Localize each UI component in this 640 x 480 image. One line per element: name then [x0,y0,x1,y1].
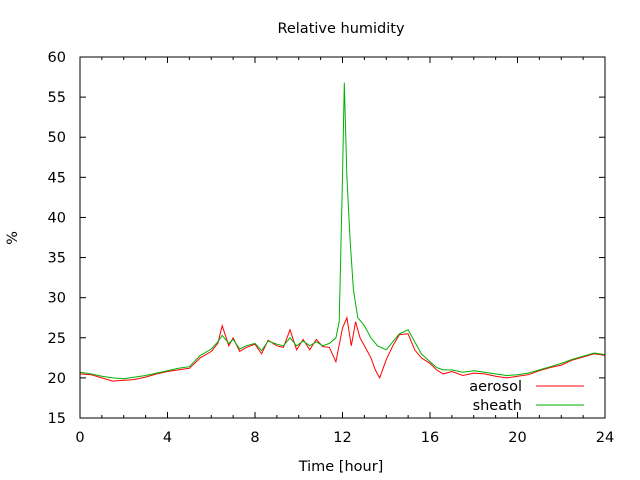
y-tick-label: 40 [48,210,66,226]
chart-title: Relative humidity [277,21,405,37]
series-line-sheath [79,82,606,380]
y-tick-label: 25 [48,331,66,347]
legend-label-sheath: sheath [473,398,522,414]
y-tick-label: 35 [48,251,66,267]
y-axis-label: % [5,231,21,245]
x-tick-label: 20 [508,430,526,446]
y-tick-label: 45 [48,170,66,186]
legend-label-aerosol: aerosol [469,379,522,395]
y-tick-label: 60 [48,50,66,66]
legend: aerosol sheath [469,379,584,414]
x-tick-label: 4 [163,430,172,446]
y-tick-label: 15 [48,411,66,427]
x-tick-label: 0 [75,430,84,446]
x-tick-label: 12 [333,430,351,446]
axis-ticks: 0 4 8 12 16 20 24 15 20 25 30 35 40 45 50 55 60 [48,50,615,446]
y-tick-label: 55 [48,90,66,106]
series-layer [79,82,606,382]
y-tick-label: 50 [48,130,66,146]
y-tick-label: 30 [48,291,66,307]
y-tick-label: 20 [48,371,66,387]
plot-frame [79,56,606,419]
series-line-aerosol [79,315,606,382]
x-tick-label: 24 [596,430,614,446]
x-axis-label: Time [hour] [298,459,384,475]
x-tick-label: 16 [421,430,439,446]
x-tick-label: 8 [250,430,259,446]
